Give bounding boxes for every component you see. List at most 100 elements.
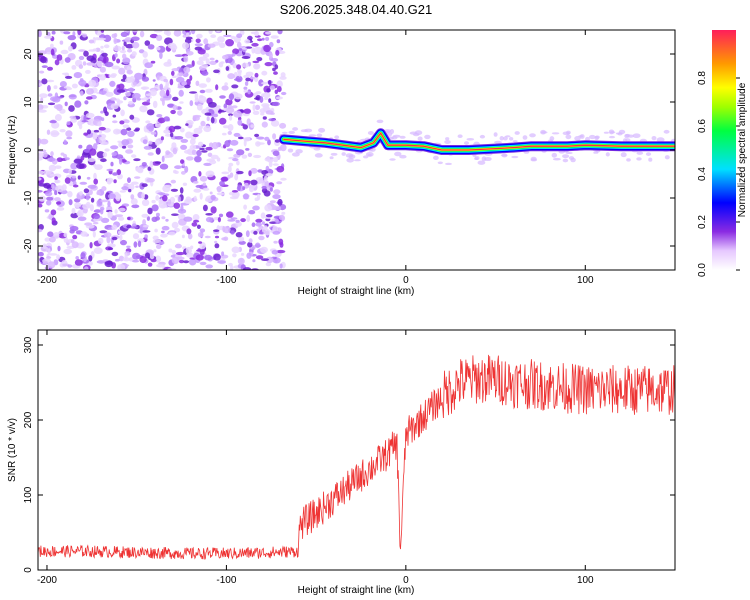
noise-dot	[205, 88, 213, 93]
noise-dot	[121, 186, 129, 191]
noise-dot	[222, 54, 229, 60]
noise-dot	[146, 177, 155, 183]
ridge-halo-dot	[625, 138, 631, 142]
noise-dot	[146, 109, 155, 116]
noise-dot	[245, 148, 250, 151]
noise-dot	[130, 36, 140, 42]
noise-dot	[71, 175, 77, 179]
noise-dot	[232, 158, 239, 162]
noise-dot	[233, 110, 242, 118]
noise-dot	[230, 217, 238, 220]
noise-dot	[107, 193, 116, 199]
noise-dot	[47, 102, 56, 106]
noise-dot	[122, 145, 127, 149]
ridge-halo-dot	[464, 141, 469, 145]
noise-dot	[236, 160, 240, 166]
noise-dot	[145, 93, 152, 97]
spectrogram-y-tick-label: 10	[23, 96, 34, 108]
spectrogram-y-tick-label: -20	[23, 238, 34, 253]
noise-dot	[100, 30, 104, 33]
noise-dot	[237, 136, 244, 140]
noise-dot	[279, 76, 287, 80]
noise-dot	[127, 130, 135, 138]
noise-dot	[50, 209, 57, 216]
ridge-halo-dot	[565, 151, 573, 155]
spectrogram-y-tick-label: 20	[23, 48, 34, 60]
ridge-halo-dot	[514, 131, 520, 135]
noise-dot	[276, 86, 282, 93]
noise-dot	[241, 56, 251, 59]
noise-dot	[94, 164, 103, 171]
noise-dot	[223, 107, 227, 112]
noise-dot	[88, 255, 93, 262]
noise-dot	[169, 78, 174, 86]
noise-dot	[92, 221, 99, 225]
noise-dot	[87, 158, 96, 162]
noise-dot	[209, 191, 213, 195]
noise-dot	[80, 155, 85, 161]
noise-dot	[269, 221, 278, 224]
noise-dot	[151, 204, 159, 212]
ridge-halo-dot	[624, 133, 631, 137]
ridge-halo-dot	[409, 131, 418, 135]
noise-dot	[214, 243, 220, 249]
noise-dot	[207, 43, 216, 48]
noise-dot	[267, 139, 271, 146]
ridge-halo-dot	[346, 158, 354, 163]
noise-dot	[261, 37, 265, 41]
noise-dot	[53, 85, 58, 90]
ridge-halo-dot	[424, 134, 431, 140]
noise-dot	[155, 212, 160, 217]
noise-dot	[64, 101, 68, 107]
noise-dot	[54, 190, 58, 196]
noise-dot	[72, 234, 78, 240]
noise-dot	[265, 36, 270, 42]
noise-dot	[47, 157, 56, 162]
noise-dot	[68, 168, 72, 175]
noise-dot	[56, 254, 61, 260]
noise-dot	[123, 41, 127, 47]
noise-dot	[47, 85, 51, 92]
ridge-halo-dot	[636, 157, 642, 161]
noise-dot	[268, 98, 272, 103]
noise-dot	[38, 177, 42, 181]
noise-dot	[87, 189, 93, 196]
noise-dot	[243, 180, 251, 183]
noise-dot	[135, 185, 139, 188]
noise-dot	[261, 185, 267, 190]
noise-dot	[80, 252, 86, 259]
noise-dot	[78, 49, 86, 52]
snr-y-label: SNR (10 * v/v)	[7, 418, 18, 482]
noise-dot	[41, 65, 48, 68]
noise-dot	[89, 148, 97, 156]
noise-dot	[177, 196, 182, 203]
ridge-halo-dot	[663, 129, 670, 134]
noise-dot	[230, 265, 234, 270]
noise-dot	[104, 61, 114, 68]
noise-dot	[118, 157, 123, 165]
noise-dot	[46, 196, 54, 201]
noise-dot	[38, 109, 47, 113]
ridge-halo-dot	[494, 140, 502, 144]
noise-dot	[100, 110, 104, 114]
noise-dot	[274, 64, 279, 70]
ridge-halo-dot	[394, 151, 402, 157]
noise-dot	[195, 184, 203, 188]
noise-dot	[209, 57, 215, 61]
noise-dot	[165, 150, 171, 156]
noise-dot	[114, 214, 124, 218]
noise-dot	[272, 150, 280, 157]
noise-dot	[54, 179, 61, 184]
noise-dot	[119, 50, 127, 54]
noise-dot	[250, 179, 258, 186]
noise-dot	[170, 179, 176, 184]
noise-dot	[145, 120, 151, 124]
noise-dot	[127, 216, 131, 221]
noise-dot	[237, 184, 241, 192]
noise-dot	[281, 211, 286, 215]
ridge-halo-dot	[477, 160, 486, 165]
noise-dot	[255, 91, 262, 95]
noise-dot	[164, 37, 173, 45]
noise-dot	[274, 89, 278, 95]
